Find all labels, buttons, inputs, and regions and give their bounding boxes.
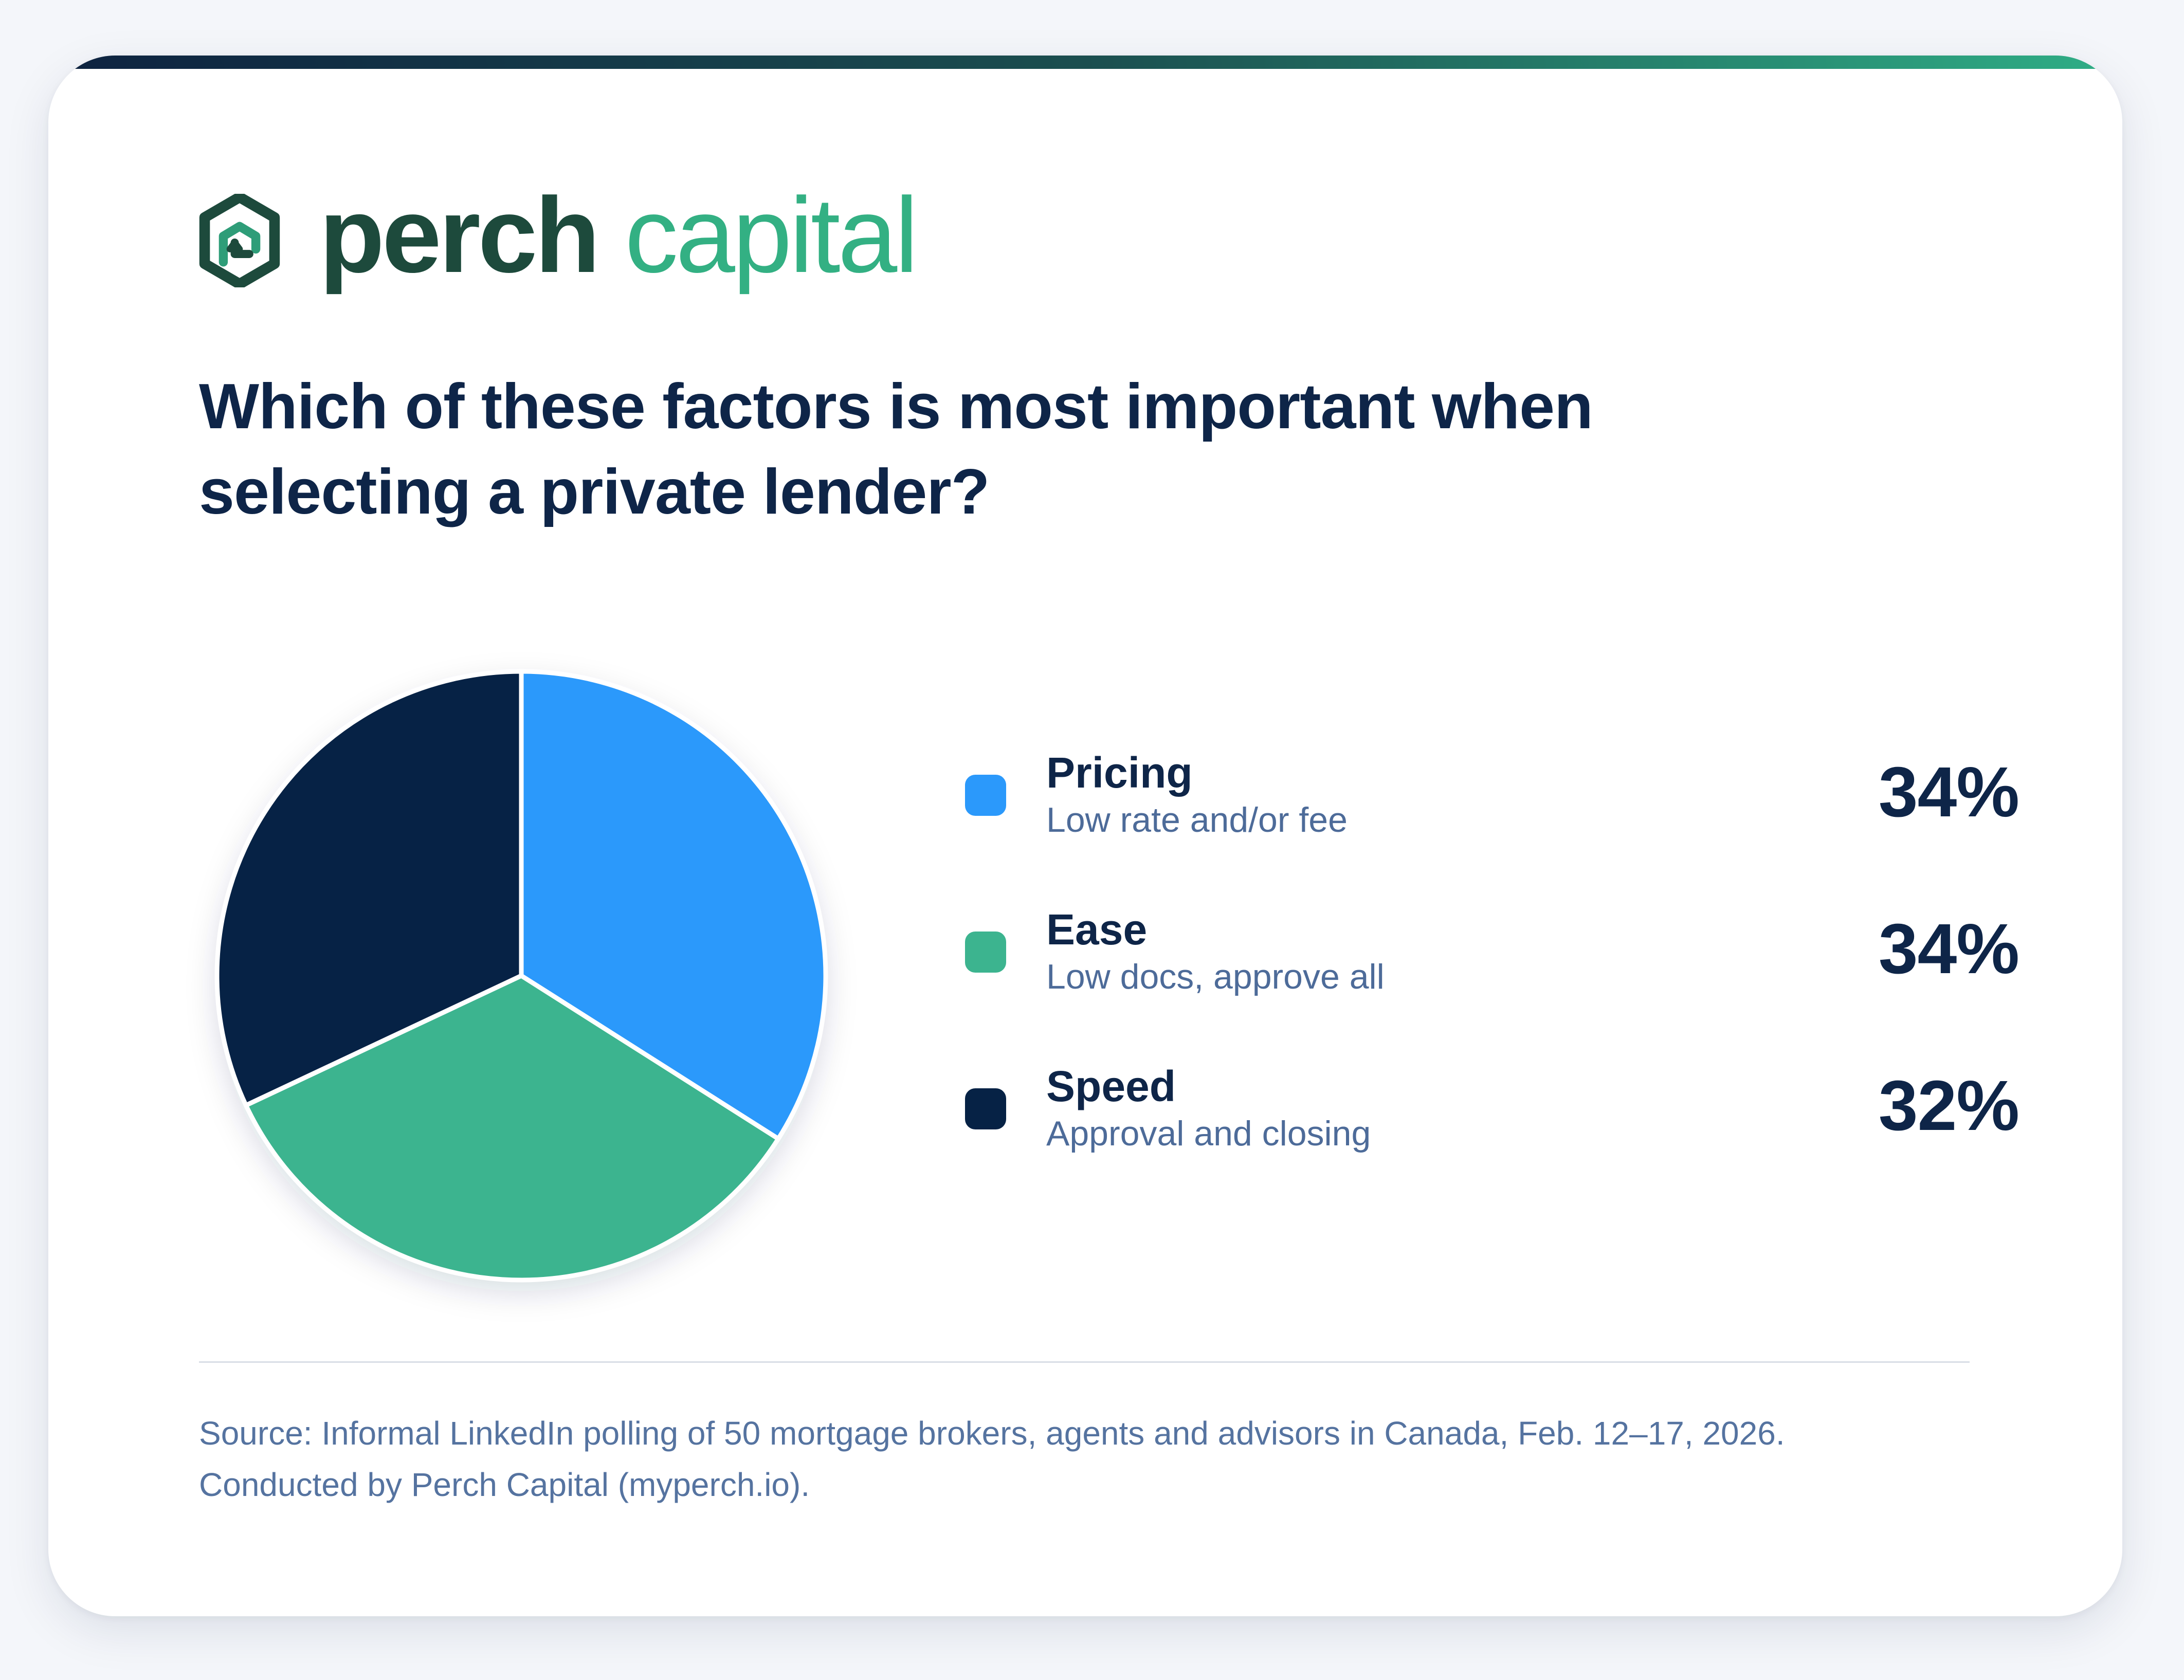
brand-name: perch capital — [319, 182, 918, 289]
pie-slices — [214, 669, 828, 1283]
infographic-card: perch capital Which of these factors is … — [48, 56, 2122, 1616]
pie-chart-svg — [214, 669, 828, 1283]
legend-value-ease: 34% — [1878, 909, 2019, 989]
legend-description-pricing: Low rate and/or fee — [1046, 800, 1348, 839]
legend-value-speed: 32% — [1878, 1066, 2019, 1145]
legend-label-ease: Ease — [1046, 905, 1148, 954]
legend-item-ease: Ease Low docs, approve all 34% — [965, 904, 2019, 1017]
chart-title: Which of these factors is most important… — [199, 371, 1593, 527]
brand-header: perch capital — [199, 182, 918, 297]
pie-slice-ease — [243, 973, 781, 1283]
legend-description-ease: Low docs, approve all — [1046, 957, 1385, 996]
brand-name-part1: perch — [319, 176, 600, 295]
legend-label-pricing: Pricing — [1046, 748, 1193, 797]
pie-chart — [187, 642, 856, 1310]
legend-item-speed: Speed Approval and closing 32% — [965, 1061, 2019, 1174]
legend-swatch-speed — [965, 1088, 1006, 1129]
brand-name-part2: capital — [625, 176, 918, 295]
source-line-1: Source: Informal LinkedIn polling of 50 … — [199, 1415, 1785, 1452]
pie-slice-speed — [214, 669, 524, 1108]
source-note: Source: Informal LinkedIn polling of 50 … — [199, 1408, 2009, 1510]
legend-description-speed: Approval and closing — [1046, 1114, 1371, 1153]
footer-divider — [199, 1361, 1970, 1363]
source-line-2: Conducted by Perch Capital (myperch.io). — [199, 1466, 810, 1503]
hexagon-house-arrow-icon — [199, 194, 280, 287]
legend-value-pricing: 34% — [1878, 753, 2019, 832]
legend-label-speed: Speed — [1046, 1062, 1176, 1110]
top-accent-bar — [48, 56, 2122, 69]
legend-item-pricing: Pricing Low rate and/or fee 34% — [965, 747, 2019, 860]
legend-swatch-ease — [965, 932, 1006, 973]
legend-swatch-pricing — [965, 775, 1006, 816]
